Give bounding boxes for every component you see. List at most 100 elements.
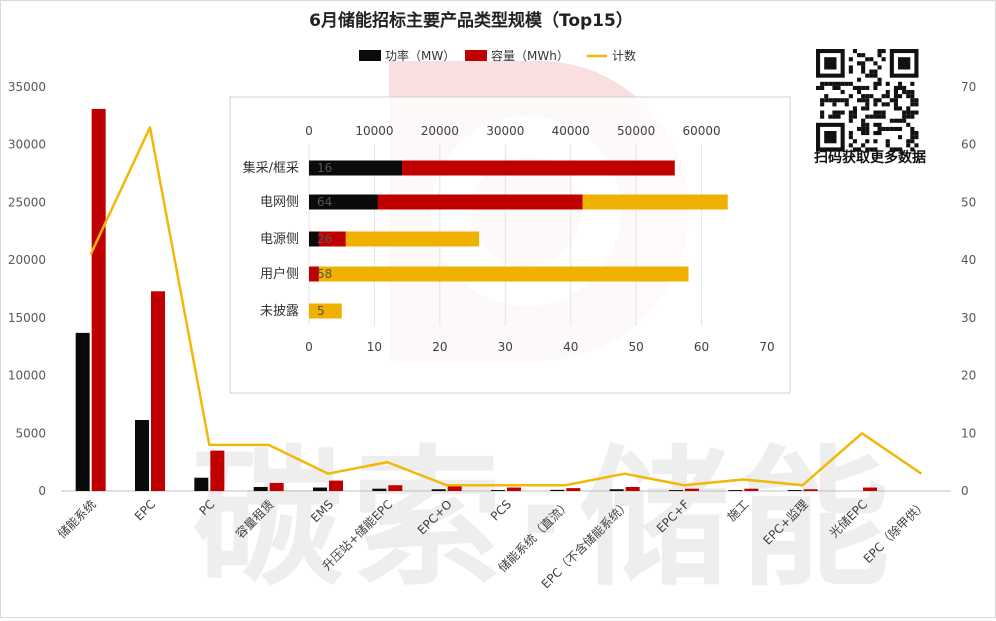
y-right-tick-label: 0	[961, 484, 969, 498]
qr-module	[857, 147, 862, 152]
inset-top-tick-label: 0	[305, 124, 313, 138]
qr-module	[881, 57, 886, 62]
qr-module	[906, 122, 911, 127]
qr-module	[873, 110, 878, 115]
qr-module	[881, 49, 886, 54]
qr-module	[824, 81, 829, 86]
qr-module	[910, 135, 915, 140]
inset-category-label: 集采/框采	[243, 160, 299, 176]
qr-module	[865, 106, 870, 111]
inset-power-bar	[309, 194, 378, 210]
qr-module	[910, 126, 915, 131]
capacity-bar	[447, 486, 462, 491]
qr-module	[877, 126, 882, 131]
inset-bottom-tick-label: 20	[432, 340, 447, 354]
qr-module	[848, 69, 853, 74]
y-left-tick-label: 15000	[8, 311, 46, 325]
qr-module	[852, 106, 857, 111]
count-line	[89, 126, 923, 487]
qr-module	[893, 106, 898, 111]
qr-module	[898, 135, 903, 140]
qr-module	[898, 85, 903, 90]
qr-module	[836, 114, 841, 119]
qr-module	[840, 98, 845, 103]
inset-chart: 0 10000 20000 30000 40000 50000 60000 0 10 20 30 40…	[229, 96, 791, 394]
qr-module	[889, 147, 894, 152]
qr-module	[877, 81, 882, 86]
y-left-tick-label: 20000	[8, 253, 46, 267]
qr-finder-core	[898, 57, 911, 70]
qr-module	[910, 110, 915, 115]
inset-top-tick-label: 60000	[682, 124, 720, 138]
qr-module	[832, 114, 837, 119]
inset-bottom-tick-label: 60	[694, 340, 709, 354]
qr-module	[848, 57, 853, 62]
qr-module	[877, 53, 882, 58]
qr-module	[881, 114, 886, 119]
qr-module	[865, 94, 870, 99]
y-left-tick-label: 35000	[8, 80, 46, 94]
qr-module	[848, 118, 853, 123]
qr-module	[885, 81, 890, 86]
qr-module	[910, 98, 915, 103]
y-right-tick-label: 20	[961, 369, 976, 383]
qr-finder-core	[824, 57, 837, 70]
inset-top-tick-label: 20000	[421, 124, 459, 138]
qr-module	[848, 94, 853, 99]
qr-module	[902, 118, 907, 123]
qr-module	[836, 85, 841, 90]
power-bar	[313, 487, 327, 491]
y-left-tick-label: 25000	[8, 195, 46, 209]
legend-swatch-power	[359, 50, 381, 61]
qr-module	[869, 94, 874, 99]
qr-module	[848, 81, 853, 86]
capacity-bar	[388, 485, 403, 491]
y-right-tick-label: 40	[961, 253, 976, 267]
qr-module	[820, 98, 825, 103]
inset-top-tick-label: 50000	[617, 124, 655, 138]
qr-module	[865, 139, 870, 144]
qr-module	[906, 114, 911, 119]
qr-module	[848, 131, 853, 136]
power-bar	[491, 490, 505, 491]
qr-module	[906, 90, 911, 95]
qr-module	[906, 106, 911, 111]
qr-module	[865, 85, 870, 90]
qr-module	[857, 61, 862, 66]
qr-module	[898, 126, 903, 131]
qr-module	[857, 98, 862, 103]
qr-module	[861, 126, 866, 131]
qr-module	[873, 61, 878, 66]
qr-module	[885, 90, 890, 95]
qr-module	[861, 61, 866, 66]
qr-module	[832, 110, 837, 115]
capacity-bar	[803, 489, 818, 491]
y-left-tick-label: 0	[38, 484, 46, 498]
qr-module	[861, 53, 866, 58]
qr-module	[865, 73, 870, 78]
qr-module	[881, 110, 886, 115]
qr-module	[861, 98, 866, 103]
qr-module	[832, 85, 837, 90]
inset-category-label: 电源侧	[260, 232, 299, 247]
capacity-bar	[91, 108, 106, 491]
qr-module	[893, 118, 898, 123]
qr-module	[893, 102, 898, 107]
qr-finder-core	[824, 131, 837, 144]
qr-module	[898, 94, 903, 99]
qr-module	[873, 131, 878, 136]
qr-module	[906, 139, 911, 144]
inset-bottom-tick-label: 0	[305, 340, 313, 354]
qr-module	[865, 102, 870, 107]
qr-module	[865, 126, 870, 131]
qr-module	[844, 81, 849, 86]
qr-module	[902, 110, 907, 115]
capacity-bar	[210, 450, 225, 491]
capacity-bar	[151, 291, 165, 491]
qr-module	[877, 49, 882, 54]
qr-module	[840, 110, 845, 115]
inset-bottom-tick-label: 70	[759, 340, 774, 354]
inset-bottom-tick-label: 10	[367, 340, 382, 354]
inset-category-label: 用户侧	[260, 266, 299, 282]
qr-module	[873, 85, 878, 90]
